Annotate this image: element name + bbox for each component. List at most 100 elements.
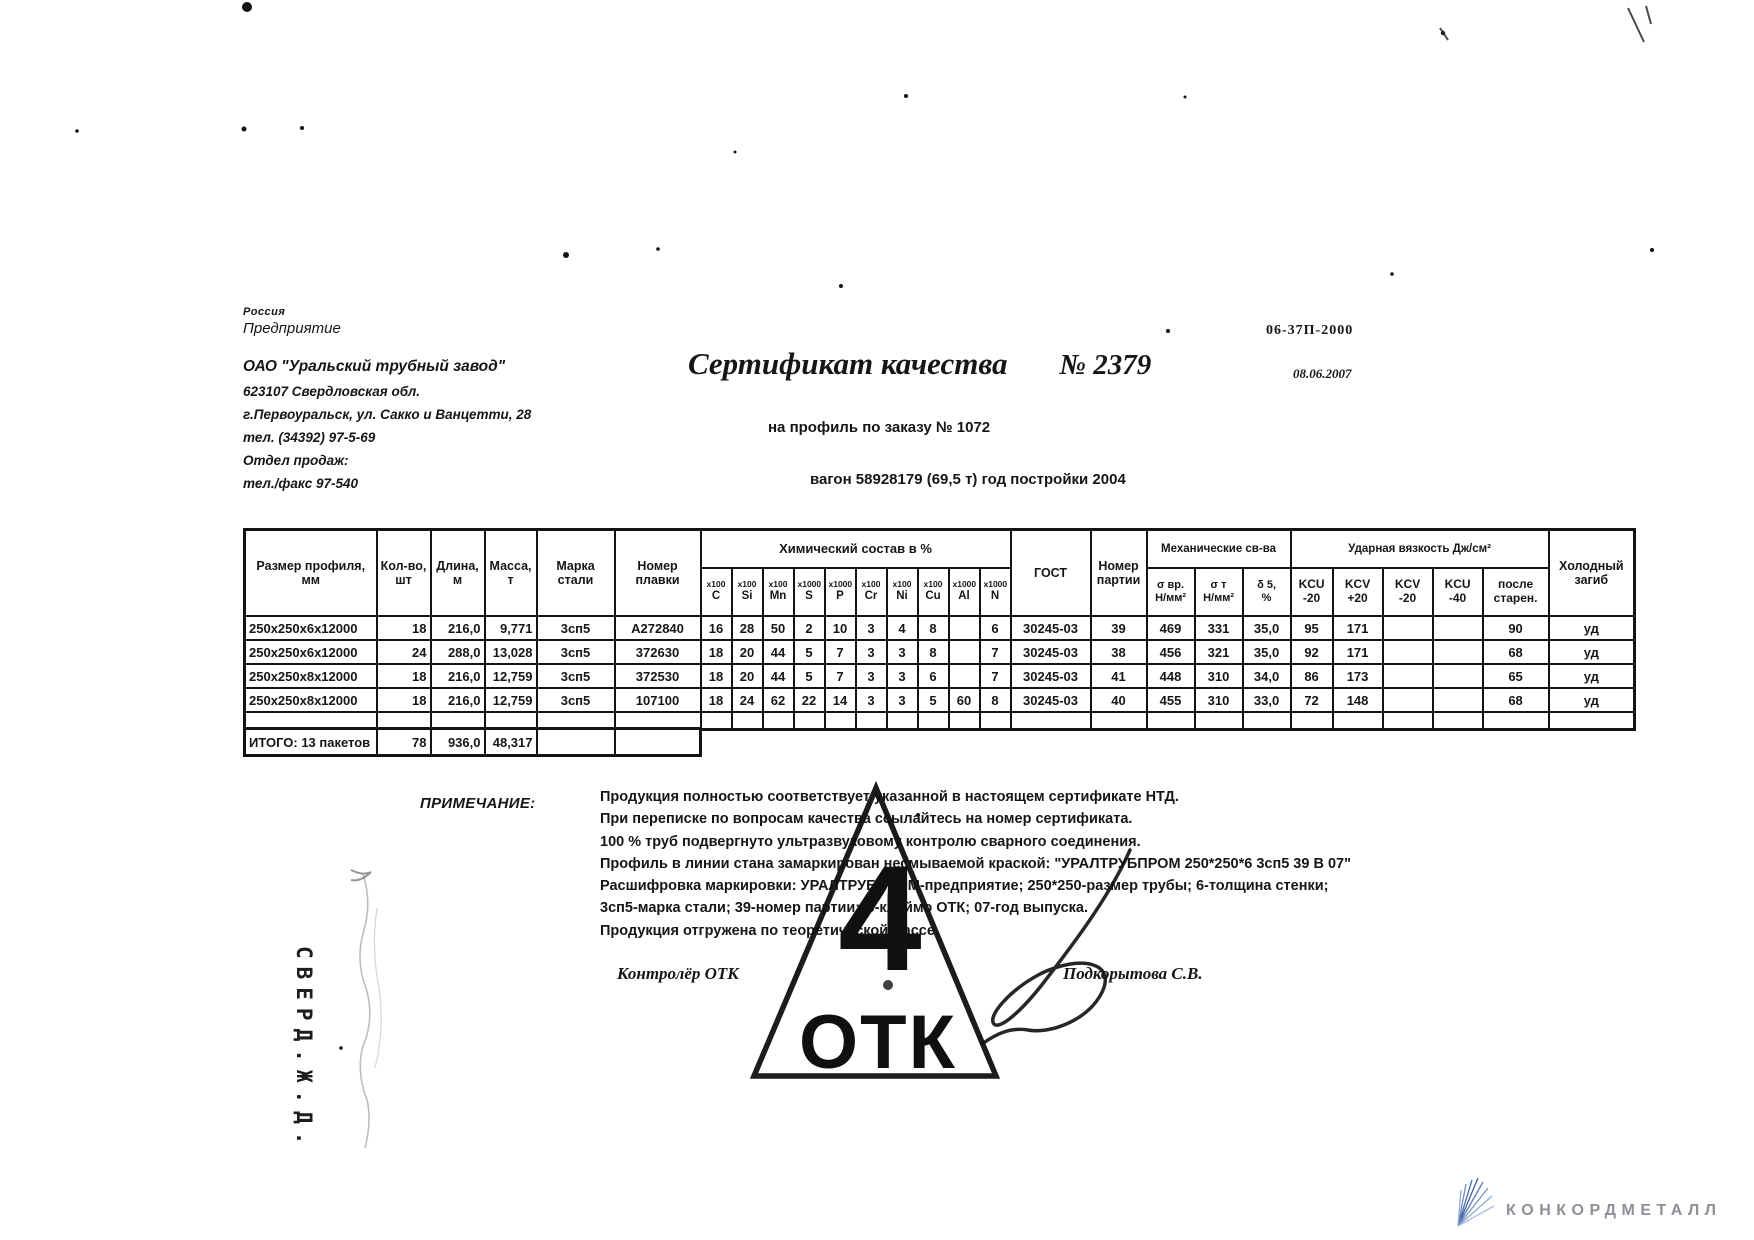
cell-chem-si: 20: [730, 639, 764, 665]
cell-impact-kcu-20: 92: [1289, 639, 1334, 665]
cell-chem-s: 5: [792, 663, 826, 689]
cell-chem-mn: 50: [761, 615, 795, 641]
cell-size: 250x250x8x12000: [243, 663, 378, 689]
cell-chem-cr: 3: [854, 687, 888, 713]
table-row: 250x250x6x12000 18 216,0 9,771 3сп5 А272…: [243, 615, 1636, 641]
impact-col-header-aged: после старен.: [1481, 567, 1550, 617]
col-header-qty: Кол-во, шт: [375, 528, 432, 617]
cell-mech-sigma-t: 331: [1193, 615, 1244, 641]
cell-impact-kcu-40: [1431, 615, 1484, 641]
totals-row: ИТОГО: 13 пакетов 78 936,0 48,317: [243, 727, 702, 757]
cell-impact-kcv-plus20: 171: [1331, 639, 1384, 665]
cell-impact-aged: 65: [1481, 663, 1550, 689]
chem-col-header-s: х1000 S: [792, 567, 826, 617]
title-text: Сертификат качества: [688, 346, 1008, 381]
empty-cell: [1193, 711, 1244, 731]
impact-temp: -40: [1448, 591, 1467, 605]
empty-cell: [947, 711, 981, 731]
totals-mass: 48,317: [483, 727, 538, 757]
cell-chem-al: [947, 615, 981, 641]
cell-size: 250x250x6x12000: [243, 615, 378, 641]
chem-multiplier: х1000: [983, 579, 1008, 590]
letterhead-sales-label: Отдел продаж:: [243, 453, 349, 468]
col-header-size: Размер профиля, мм: [243, 528, 378, 617]
pencil-scribble: [350, 869, 382, 1149]
cell-impact-kcv-20: [1381, 639, 1434, 665]
chem-col-header-n: х1000 N: [978, 567, 1012, 617]
cell-mech-sigma-v: 456: [1145, 639, 1196, 665]
chem-element: C: [711, 589, 721, 602]
cell-chem-si: 20: [730, 663, 764, 689]
chem-col-header-mn: х100 Mn: [761, 567, 795, 617]
certificate-date: 08.06.2007: [1293, 366, 1352, 381]
cell-chem-cr: 3: [854, 615, 888, 641]
stamp-otk-text: ОТК: [799, 1000, 957, 1085]
chem-element: S: [805, 589, 813, 602]
cell-impact-kcu-40: [1431, 663, 1484, 689]
cell-mech-delta: 35,0: [1241, 615, 1292, 641]
empty-cell: [699, 711, 733, 731]
col-header-mass: Масса, т: [483, 528, 538, 617]
cell-chem-s: 2: [792, 615, 826, 641]
certificate-table: Размер профиля, мм Кол-во, шт Длина, м М…: [243, 528, 1637, 731]
cell-mech-delta: 35,0: [1241, 639, 1292, 665]
cell-mass: 12,759: [483, 687, 538, 713]
col-header-gost: ГОСТ: [1009, 528, 1092, 617]
impact-label: KCV: [1344, 577, 1371, 592]
impact-label: KCU: [1298, 577, 1325, 592]
cell-impact-kcu-40: [1431, 639, 1484, 665]
cell-mech-sigma-v: 455: [1145, 687, 1196, 713]
empty-cell: [730, 711, 764, 731]
cell-chem-mn: 44: [761, 639, 795, 665]
cell-chem-mn: 44: [761, 663, 795, 689]
empty-table-row: [243, 711, 1636, 731]
cell-chem-al: [947, 663, 981, 689]
empty-cell: [613, 727, 702, 757]
note-line: Расшифровка маркировки: УРАЛТРУБПРОМ-пре…: [600, 878, 1329, 895]
mech-col-header-sigma-t: σ т Н/мм²: [1193, 567, 1244, 617]
konkordmetall-logo: КОНКОРДМЕТАЛЛ: [1448, 1176, 1722, 1226]
chem-element: Si: [741, 589, 753, 602]
empty-cell: [1547, 711, 1636, 731]
certificate-number: № 2379: [1059, 349, 1152, 381]
cell-heat: 372530: [613, 663, 702, 689]
empty-cell: [1089, 711, 1148, 731]
totals-length: 936,0: [429, 727, 486, 757]
cell-batch: 39: [1089, 615, 1148, 641]
totals-table: ИТОГО: 13 пакетов 78 936,0 48,317: [243, 727, 702, 757]
cell-length: 216,0: [429, 687, 486, 713]
cell-gost: 30245-03: [1009, 663, 1092, 689]
empty-cell: [792, 711, 826, 731]
impact-col-header-kcu-20: KCU -20: [1289, 567, 1334, 617]
col-group-chemistry: Химический состав в %: [699, 528, 1012, 569]
order-line: на профиль по заказу № 1072: [768, 419, 991, 436]
cell-chem-cu: 8: [916, 639, 950, 665]
chem-col-header-ni: х100 Ni: [885, 567, 919, 617]
document-title: Сертификат качества № 2379: [688, 346, 1151, 382]
cell-chem-al: 60: [947, 687, 981, 713]
chem-element: N: [990, 589, 1000, 602]
cell-batch: 41: [1089, 663, 1148, 689]
chem-multiplier: х100: [861, 579, 881, 590]
stamp-triangle: [749, 780, 1001, 1079]
col-header-batch: Номер партии: [1089, 528, 1148, 617]
cell-bend: уд: [1547, 639, 1636, 665]
chem-multiplier: х100: [737, 579, 757, 590]
empty-cell: [535, 727, 616, 757]
impact-label: KCU: [1444, 577, 1471, 592]
chem-col-header-cr: х100 Cr: [854, 567, 888, 617]
empty-cell: [1481, 711, 1550, 731]
empty-cell: [1431, 711, 1484, 731]
empty-cell: [1009, 711, 1092, 731]
mech-label: δ 5,: [1257, 579, 1276, 592]
mech-label: σ т: [1210, 579, 1227, 592]
otk-stamp: 4 ОТК: [749, 780, 1132, 1085]
cell-chem-p: 14: [823, 687, 857, 713]
form-code: 06-37П-2000: [1266, 323, 1354, 338]
cell-mass: 9,771: [483, 615, 538, 641]
cell-impact-aged: 68: [1481, 639, 1550, 665]
cell-chem-p: 7: [823, 663, 857, 689]
cell-chem-n: 8: [978, 687, 1012, 713]
cell-mech-sigma-v: 448: [1145, 663, 1196, 689]
cell-chem-cu: 6: [916, 663, 950, 689]
